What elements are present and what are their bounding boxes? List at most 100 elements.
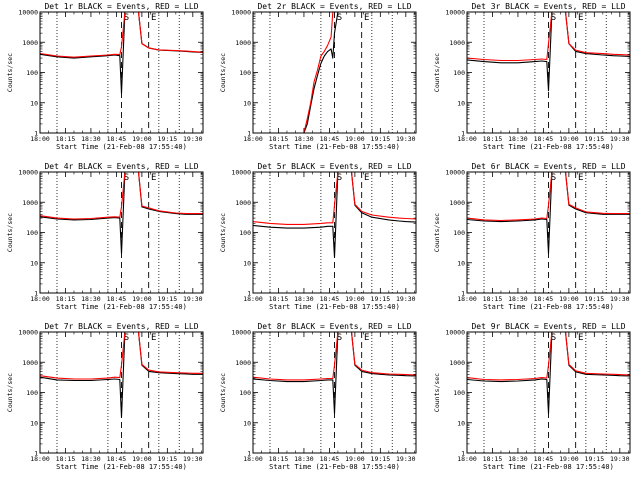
y-axis-label: Counts/sec bbox=[6, 53, 14, 92]
end-marker: E bbox=[151, 173, 156, 183]
x-tick-label: 18:15 bbox=[483, 135, 503, 143]
y-axis-label: Counts/sec bbox=[6, 373, 14, 412]
x-tick-label: 19:30 bbox=[183, 295, 203, 303]
y-tick-label: 10000 bbox=[231, 329, 251, 337]
panel-title: Det 6r BLACK = Events, RED = LLD bbox=[471, 162, 625, 171]
y-tick-label: 100 bbox=[453, 69, 465, 77]
x-tick-label: 19:00 bbox=[132, 135, 152, 143]
x-tick-label: 18:45 bbox=[107, 135, 127, 143]
y-axis-label: Counts/sec bbox=[433, 53, 441, 92]
x-tick-label: 18:30 bbox=[81, 295, 101, 303]
panel-title: Det 2r BLACK = Events, RED = LLD bbox=[257, 2, 411, 11]
x-axis-label: Start Time (21-Feb-08 17:55:40) bbox=[56, 303, 187, 311]
y-tick-label: 1000 bbox=[449, 199, 465, 207]
start-marker: S bbox=[551, 333, 556, 343]
y-tick-label: 1000 bbox=[235, 39, 251, 47]
start-marker: S bbox=[551, 13, 556, 23]
panel-det-5r: Det 5r BLACK = Events, RED = LLD S E 1 10 100… bbox=[219, 162, 417, 311]
series-lld-line bbox=[40, 332, 203, 380]
y-tick-label: 10 bbox=[243, 99, 251, 107]
panel-det-8r: Det 8r BLACK = Events, RED = LLD S E 1 10 100… bbox=[219, 322, 417, 471]
y-axis-label: Counts/sec bbox=[219, 213, 227, 252]
x-tick-label: 18:45 bbox=[534, 455, 554, 463]
x-tick-label: 18:00 bbox=[30, 295, 50, 303]
x-tick-label: 19:00 bbox=[345, 295, 365, 303]
x-tick-label: 19:30 bbox=[183, 135, 203, 143]
y-tick-label: 1 bbox=[34, 450, 38, 458]
end-marker: E bbox=[578, 333, 583, 343]
y-tick-label: 1 bbox=[34, 130, 38, 138]
y-tick-label: 10 bbox=[30, 259, 38, 267]
x-tick-label: 18:00 bbox=[243, 295, 263, 303]
x-axis-label: Start Time (21-Feb-08 17:55:40) bbox=[483, 463, 614, 471]
y-axis-label: Counts/sec bbox=[433, 213, 441, 252]
y-tick-label: 10000 bbox=[231, 9, 251, 17]
series-events-line bbox=[467, 332, 630, 415]
x-tick-label: 19:15 bbox=[371, 295, 391, 303]
x-axis-label: Start Time (21-Feb-08 17:55:40) bbox=[483, 303, 614, 311]
panel-title: Det 1r BLACK = Events, RED = LLD bbox=[44, 2, 198, 11]
y-tick-label: 100 bbox=[453, 229, 465, 237]
series-group bbox=[253, 172, 416, 258]
end-marker: E bbox=[364, 13, 369, 23]
series-lld-line bbox=[40, 172, 203, 220]
y-tick-label: 10 bbox=[243, 419, 251, 427]
y-axis-label: Counts/sec bbox=[219, 373, 227, 412]
y-tick-label: 1 bbox=[247, 290, 251, 298]
y-tick-label: 1 bbox=[34, 290, 38, 298]
series-lld-line bbox=[40, 12, 203, 58]
y-tick-label: 10000 bbox=[445, 329, 465, 337]
x-tick-label: 19:30 bbox=[610, 135, 630, 143]
y-tick-label: 10 bbox=[457, 99, 465, 107]
x-tick-label: 19:00 bbox=[345, 135, 365, 143]
panel-det-3r: Det 3r BLACK = Events, RED = LLD S E 1 10 100… bbox=[433, 2, 631, 151]
series-lld-line bbox=[253, 12, 352, 133]
panel-title: Det 5r BLACK = Events, RED = LLD bbox=[257, 162, 411, 171]
x-tick-label: 18:45 bbox=[320, 135, 340, 143]
panel-title: Det 9r BLACK = Events, RED = LLD bbox=[471, 322, 625, 331]
x-tick-label: 18:00 bbox=[243, 455, 263, 463]
y-tick-label: 100 bbox=[239, 389, 251, 397]
end-marker: E bbox=[578, 13, 583, 23]
series-events-line bbox=[40, 172, 203, 255]
y-tick-label: 1000 bbox=[449, 39, 465, 47]
x-tick-label: 18:15 bbox=[483, 455, 503, 463]
x-tick-label: 18:00 bbox=[30, 455, 50, 463]
x-tick-label: 19:15 bbox=[158, 135, 178, 143]
y-tick-label: 1 bbox=[247, 130, 251, 138]
end-marker: E bbox=[151, 333, 156, 343]
series-group bbox=[467, 12, 630, 92]
y-tick-label: 1000 bbox=[22, 359, 38, 367]
x-tick-label: 18:00 bbox=[457, 295, 477, 303]
x-tick-label: 19:15 bbox=[158, 295, 178, 303]
y-tick-label: 1000 bbox=[22, 199, 38, 207]
start-marker: S bbox=[124, 333, 129, 343]
x-tick-label: 18:30 bbox=[508, 135, 528, 143]
y-tick-label: 100 bbox=[453, 389, 465, 397]
end-marker: E bbox=[151, 13, 156, 23]
y-tick-label: 100 bbox=[26, 229, 38, 237]
x-tick-label: 19:30 bbox=[183, 455, 203, 463]
y-tick-label: 1000 bbox=[235, 199, 251, 207]
x-tick-label: 18:30 bbox=[294, 455, 314, 463]
series-events-line bbox=[253, 12, 352, 133]
series-events-line bbox=[467, 172, 630, 255]
x-tick-label: 18:45 bbox=[320, 295, 340, 303]
y-tick-label: 10000 bbox=[445, 9, 465, 17]
series-group bbox=[40, 332, 203, 418]
x-tick-label: 19:00 bbox=[132, 455, 152, 463]
x-tick-label: 19:00 bbox=[559, 455, 579, 463]
series-events-line bbox=[467, 12, 630, 92]
x-axis-label: Start Time (21-Feb-08 17:55:40) bbox=[483, 143, 614, 151]
panel-det-2r: Det 2r BLACK = Events, RED = LLD S E 1 10 100… bbox=[219, 2, 417, 151]
x-tick-label: 18:45 bbox=[534, 295, 554, 303]
y-tick-label: 10 bbox=[243, 259, 251, 267]
y-tick-label: 1 bbox=[461, 450, 465, 458]
panel-det-1r: Det 1r BLACK = Events, RED = LLD S E 1 10 100… bbox=[6, 2, 204, 151]
panel-det-7r: Det 7r BLACK = Events, RED = LLD S E 1 10 100… bbox=[6, 322, 204, 471]
x-axis-label: Start Time (21-Feb-08 17:55:40) bbox=[269, 143, 400, 151]
y-tick-label: 10000 bbox=[18, 9, 38, 17]
y-tick-label: 1000 bbox=[449, 359, 465, 367]
x-tick-label: 18:15 bbox=[56, 135, 76, 143]
x-tick-label: 18:30 bbox=[508, 295, 528, 303]
